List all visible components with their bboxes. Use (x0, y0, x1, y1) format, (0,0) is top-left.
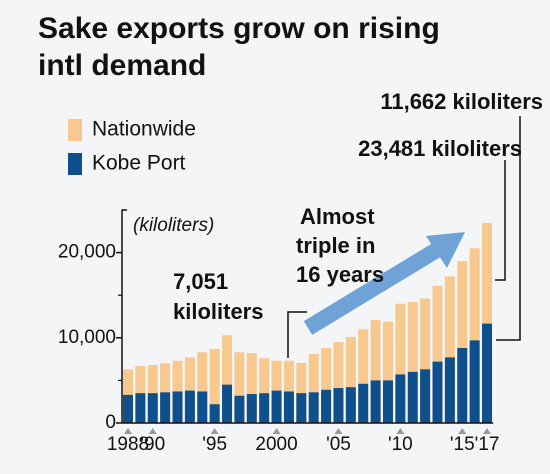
legend-swatch (68, 153, 82, 175)
x-tick-marker (148, 428, 157, 434)
bar (444, 357, 455, 423)
leader-line (495, 160, 506, 281)
x-tick-label: '05 (326, 434, 351, 455)
x-tick-label: 2000 (255, 434, 297, 455)
annotation: 16 years (296, 262, 384, 287)
x-tick-marker (396, 428, 405, 434)
x-tick-label: '95 (202, 434, 227, 455)
bar (172, 391, 183, 423)
x-tick-label: '90 (140, 434, 165, 455)
bar (469, 248, 480, 423)
bar (482, 222, 493, 423)
x-tick-marker (124, 428, 132, 434)
annotation: Almost (300, 204, 375, 229)
bar (209, 404, 220, 423)
annotation: 11,662 kiloliters (380, 89, 543, 114)
bar (222, 335, 233, 423)
y-tick-label: 0 (105, 412, 116, 433)
x-tick-label: '15 (450, 434, 475, 455)
bar (259, 393, 270, 423)
bar (333, 342, 344, 423)
bar (135, 393, 146, 423)
bar (395, 374, 406, 423)
bar (420, 298, 431, 423)
chart-title-line-1: Sake exports grow on rising (38, 12, 440, 45)
bar (147, 393, 158, 423)
bar (321, 348, 332, 423)
chart-title-line-2: intl demand (38, 49, 206, 82)
bar (246, 394, 257, 423)
bar (382, 380, 393, 423)
legend-label: Nationwide (92, 118, 196, 141)
bar (407, 371, 418, 423)
legend-swatch (68, 119, 82, 141)
annotation: 23,481 kiloliters (358, 136, 522, 161)
bar (246, 353, 257, 423)
leader-line (287, 311, 307, 358)
bar (395, 303, 406, 423)
x-tick-label: 1988 (107, 434, 149, 455)
bar (432, 361, 443, 423)
bar (370, 380, 381, 423)
bar (234, 395, 245, 423)
bar (209, 348, 220, 423)
x-tick-marker (483, 428, 492, 434)
bar (370, 319, 381, 423)
bar (271, 390, 282, 423)
bar (321, 389, 332, 423)
leader-line (496, 116, 521, 341)
bar (259, 358, 270, 423)
bar (358, 329, 369, 423)
trend-arrow-shaft (303, 241, 445, 335)
legend-label: Kobe Port (92, 152, 186, 175)
y-axis-label: (kiloliters) (133, 215, 214, 236)
annotation: 7,051 (173, 269, 228, 294)
bar (457, 261, 468, 423)
bar (444, 276, 455, 423)
bar (283, 391, 294, 423)
bar (345, 336, 356, 423)
bar (160, 392, 171, 423)
bar (197, 352, 208, 423)
bar (296, 362, 307, 423)
bar (407, 302, 418, 423)
bar (308, 353, 319, 423)
bar (296, 393, 307, 423)
bar (457, 348, 468, 423)
y-tick-label: 20,000 (58, 242, 116, 263)
x-tick-marker (210, 428, 219, 434)
y-tick-label: 10,000 (58, 327, 116, 348)
bar (432, 285, 443, 423)
bar (333, 388, 344, 423)
bar (469, 340, 480, 423)
trend-arrow-head (426, 232, 465, 268)
x-tick-label: '10 (388, 434, 413, 455)
x-tick-marker (272, 428, 281, 434)
x-tick-marker (334, 428, 343, 434)
x-tick-marker (458, 428, 467, 434)
bar (184, 390, 195, 423)
annotation: triple in (296, 233, 375, 258)
bar (482, 323, 493, 423)
bar (308, 392, 319, 423)
x-tick-label: '17 (475, 434, 500, 455)
bar (123, 394, 133, 423)
bar (382, 321, 393, 423)
bar (222, 384, 233, 423)
annotation: kiloliters (173, 299, 263, 324)
bar (184, 357, 195, 423)
bar (197, 391, 208, 423)
bar (358, 383, 369, 423)
bar (420, 369, 431, 423)
y-axis (121, 209, 127, 423)
bar (234, 352, 245, 423)
bar (345, 387, 356, 423)
plot: 0 10,000 20,000 1988'90 '95 2000 '05 '10 '15'17 (58, 209, 500, 455)
